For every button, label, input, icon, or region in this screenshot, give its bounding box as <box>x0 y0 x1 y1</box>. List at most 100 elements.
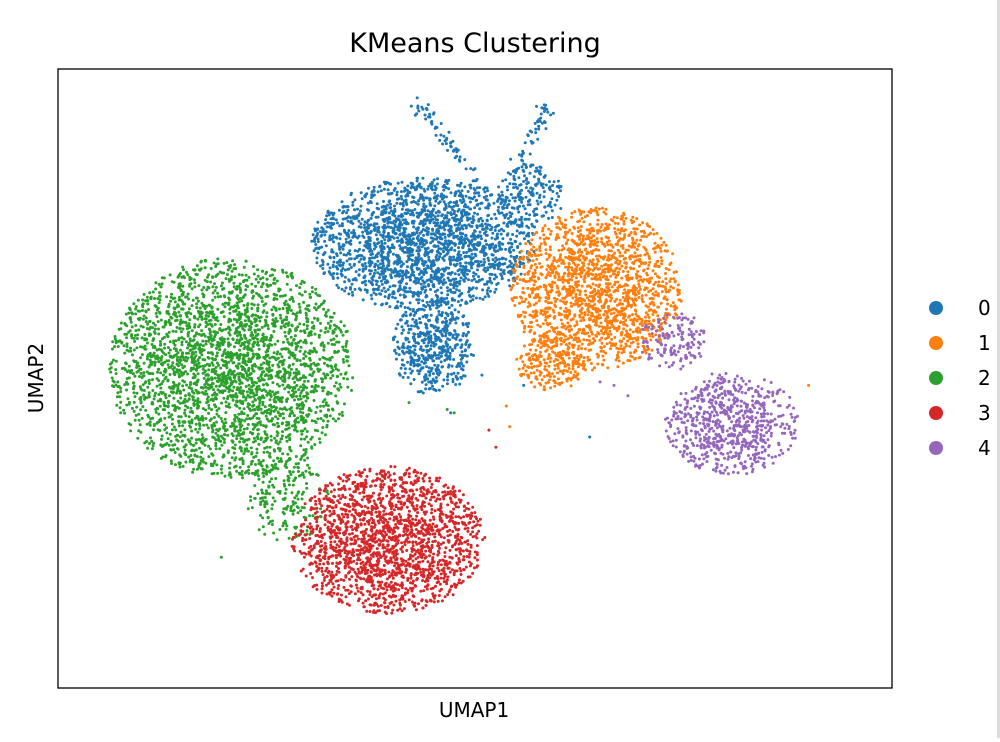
scatter-point <box>435 294 439 298</box>
scatter-point <box>401 233 405 237</box>
scatter-point <box>555 260 559 264</box>
scatter-point <box>575 280 578 284</box>
scatter-point <box>432 112 435 116</box>
scatter-point <box>341 247 345 251</box>
scatter-point <box>400 325 404 329</box>
scatter-point <box>441 232 445 236</box>
scatter-point <box>539 242 543 246</box>
scatter-point <box>488 223 492 227</box>
scatter-point <box>472 179 476 183</box>
scatter-point <box>509 157 513 161</box>
scatter-point <box>579 275 583 279</box>
scatter-point <box>630 221 634 225</box>
scatter-point <box>652 283 656 286</box>
scatter-point <box>461 364 465 368</box>
scatter-point <box>527 358 531 362</box>
scatter-point <box>607 258 611 262</box>
scatter-point <box>440 365 444 369</box>
scatter-point <box>607 239 611 243</box>
scatter-point <box>485 233 489 237</box>
scatter-point <box>464 343 468 346</box>
scatter-point <box>439 226 443 230</box>
scatter-point <box>478 296 482 300</box>
scatter-point <box>515 282 519 285</box>
scatter-point <box>423 280 427 284</box>
scatter-point <box>384 211 387 215</box>
scatter-point <box>372 185 376 189</box>
scatter-point <box>337 263 341 267</box>
scatter-point <box>522 162 526 166</box>
scatter-point <box>335 283 339 287</box>
scatter-point <box>446 343 450 347</box>
scatter-point <box>337 286 341 290</box>
scatter-point <box>412 200 416 203</box>
scatter-point <box>471 234 475 238</box>
scatter-point <box>447 365 450 369</box>
scatter-point <box>807 383 811 387</box>
scatter-point <box>381 270 385 274</box>
scatter-point <box>425 226 429 230</box>
scatter-point <box>433 215 437 219</box>
scatter-point <box>530 238 534 242</box>
scatter-point <box>549 232 552 236</box>
scatter-point <box>524 165 528 169</box>
scatter-point <box>356 207 359 211</box>
scatter-point <box>493 260 497 264</box>
scatter-point <box>418 291 422 295</box>
scatter-point <box>605 324 609 328</box>
scatter-point <box>501 262 505 266</box>
scatter-point <box>426 187 430 191</box>
scatter-point <box>453 308 457 312</box>
scatter-point <box>527 226 531 230</box>
scatter-point <box>486 189 490 193</box>
scatter-point <box>626 339 630 343</box>
scatter-point <box>536 137 540 141</box>
scatter-point <box>424 205 428 208</box>
scatter-point <box>382 187 386 191</box>
scatter-point <box>377 284 381 288</box>
scatter-point <box>566 345 570 349</box>
scatter-point <box>391 295 395 299</box>
scatter-point <box>406 271 410 275</box>
scatter-point <box>426 358 430 362</box>
scatter-point <box>428 198 432 202</box>
scatter-point <box>512 174 516 178</box>
scatter-point <box>654 310 658 314</box>
scatter-point <box>368 236 372 240</box>
scatter-point <box>531 187 535 191</box>
scatter-point <box>343 275 347 279</box>
scatter-point <box>368 249 372 253</box>
scatter-point <box>618 251 622 255</box>
scatter-point <box>528 213 532 217</box>
scatter-point <box>363 274 367 278</box>
scatter-point <box>537 118 541 122</box>
scatter-point <box>622 222 626 226</box>
scatter-point <box>579 232 583 236</box>
scatter-point <box>485 219 489 223</box>
scatter-point <box>480 237 483 241</box>
scatter-point <box>578 313 582 317</box>
scatter-point <box>396 236 400 240</box>
scatter-point <box>328 266 332 270</box>
scatter-point <box>406 360 410 364</box>
scatter-point <box>489 217 493 221</box>
scatter-point <box>555 226 559 229</box>
scatter-point <box>464 194 468 198</box>
scatter-point <box>540 121 544 125</box>
scatter-point <box>612 307 616 311</box>
scatter-point <box>496 199 499 203</box>
scatter-point <box>550 262 554 266</box>
scatter-point <box>616 289 620 293</box>
scatter-point <box>437 210 441 214</box>
scatter-point <box>464 300 468 304</box>
scatter-point <box>529 287 533 291</box>
scatter-point <box>426 209 430 213</box>
scatter-point <box>473 237 477 241</box>
scatter-point <box>459 231 462 235</box>
scatter-point <box>332 222 336 226</box>
scatter-point <box>539 112 543 116</box>
scatter-point <box>442 200 446 204</box>
scatter-point <box>653 250 657 254</box>
scatter-point <box>442 183 446 187</box>
